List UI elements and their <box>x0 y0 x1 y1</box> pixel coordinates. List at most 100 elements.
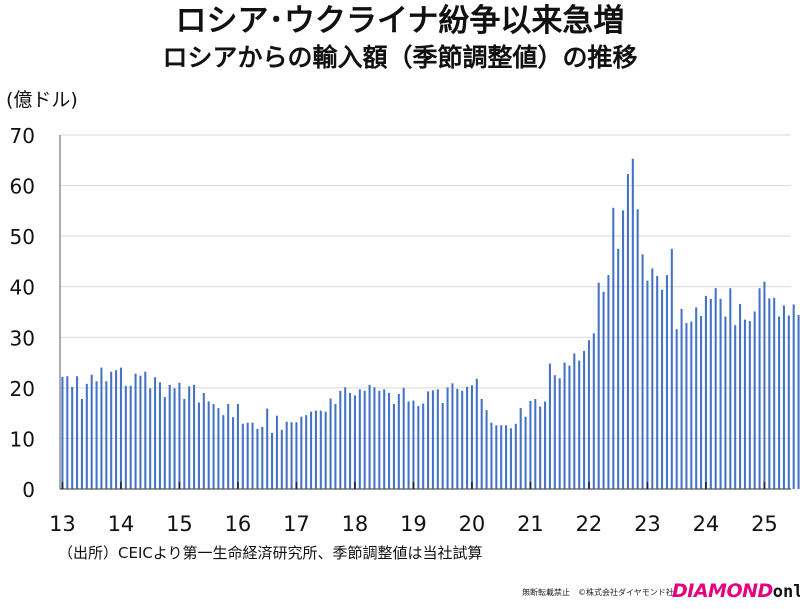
bar-90 <box>500 425 503 489</box>
bar-10 <box>110 371 113 489</box>
bar-4 <box>80 398 83 489</box>
bar-103 <box>563 362 566 489</box>
bar-112 <box>607 275 610 489</box>
x-tick-label-16: 16 <box>225 512 252 536</box>
bar-137 <box>729 288 732 489</box>
bar-80 <box>451 383 454 489</box>
x-tick-label-22: 22 <box>576 512 603 536</box>
bar-30 <box>207 401 210 489</box>
bar-31 <box>212 404 215 489</box>
bar-123 <box>661 289 664 489</box>
bar-56 <box>334 404 337 489</box>
source-note: （出所）CEICより第一生命経済研究所、季節調整値は当社試算 <box>58 544 483 562</box>
logo-part-diamond: DIAMOND <box>672 580 773 602</box>
bar-9 <box>105 381 108 489</box>
bar-102 <box>558 378 561 489</box>
bar-65 <box>378 390 381 489</box>
bar-106 <box>578 360 581 489</box>
bar-0 <box>61 376 64 489</box>
bar-132 <box>704 295 707 489</box>
y-tick-label-20: 20 <box>10 377 35 401</box>
logo-part-online: online <box>772 582 800 602</box>
bar-67 <box>388 392 391 489</box>
bar-50 <box>305 415 308 489</box>
bar-78 <box>441 403 444 489</box>
bar-119 <box>641 254 644 489</box>
bar-121 <box>651 268 654 489</box>
bar-145 <box>768 298 771 489</box>
bar-66 <box>383 389 386 489</box>
bar-86 <box>480 398 483 489</box>
bar-89 <box>495 425 498 489</box>
bar-37 <box>241 423 244 489</box>
bar-99 <box>544 401 547 489</box>
y-tick-label-30: 30 <box>10 326 35 350</box>
bar-60 <box>353 395 356 489</box>
bar-63 <box>368 384 371 489</box>
bar-71 <box>407 401 410 489</box>
y-tick-label-60: 60 <box>10 175 35 199</box>
bar-128 <box>685 323 688 489</box>
bar-19 <box>154 377 157 489</box>
bar-26 <box>188 386 191 489</box>
y-tick-label-50: 50 <box>10 225 35 249</box>
bar-36 <box>236 404 239 489</box>
bar-39 <box>251 422 254 489</box>
bar-20 <box>158 382 161 489</box>
bar-129 <box>690 321 693 489</box>
bar-46 <box>285 421 288 489</box>
bar-124 <box>665 275 668 489</box>
bar-100 <box>548 363 551 489</box>
bar-33 <box>222 415 225 489</box>
bar-142 <box>753 311 756 489</box>
bar-133 <box>709 298 712 489</box>
x-tick-label-17: 17 <box>283 512 310 536</box>
bar-134 <box>714 288 717 489</box>
bar-147 <box>778 316 781 489</box>
bar-29 <box>202 392 205 489</box>
bar-94 <box>519 408 522 489</box>
bar-6 <box>90 374 93 489</box>
bar-151 <box>797 315 800 489</box>
copyright-credit: 無断転載禁止 ©株式会社ダイヤモンド社 <box>522 588 674 597</box>
bar-28 <box>197 402 200 489</box>
bar-41 <box>261 426 264 489</box>
bar-16 <box>139 375 142 489</box>
bar-52 <box>314 410 317 489</box>
diamond-online-logo[interactable]: DIAMONDonline <box>672 579 800 604</box>
bar-48 <box>295 422 298 489</box>
bar-59 <box>349 392 352 489</box>
y-tick-label-0: 0 <box>22 478 35 502</box>
bar-14 <box>129 385 132 489</box>
bar-104 <box>568 365 571 489</box>
bar-64 <box>373 387 376 489</box>
bar-84 <box>470 385 473 489</box>
bar-107 <box>583 350 586 489</box>
bar-91 <box>505 425 508 489</box>
bar-2 <box>71 386 74 489</box>
bar-139 <box>739 303 742 489</box>
bar-82 <box>461 390 464 489</box>
bar-131 <box>700 316 703 489</box>
bar-98 <box>539 406 542 489</box>
bar-25 <box>183 398 186 489</box>
bar-1 <box>66 376 69 489</box>
bar-38 <box>246 422 249 489</box>
bar-141 <box>748 321 751 489</box>
bar-101 <box>553 375 556 489</box>
x-tick-label-20: 20 <box>459 512 486 536</box>
bar-15 <box>134 373 137 489</box>
x-tick-label-24: 24 <box>693 512 720 536</box>
bar-150 <box>792 304 795 489</box>
bar-54 <box>324 411 327 489</box>
bar-49 <box>300 416 303 489</box>
x-tick-label-15: 15 <box>166 512 193 536</box>
bar-77 <box>436 389 439 489</box>
bar-135 <box>719 298 722 489</box>
bar-88 <box>490 422 493 489</box>
bar-73 <box>417 406 420 489</box>
bar-125 <box>670 248 673 489</box>
bar-68 <box>392 404 395 489</box>
bar-24 <box>178 382 181 489</box>
